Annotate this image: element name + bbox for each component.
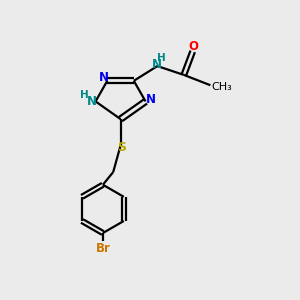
- Text: H: H: [157, 53, 165, 63]
- Text: O: O: [188, 40, 198, 52]
- Text: N: N: [99, 71, 110, 84]
- Text: H: H: [80, 90, 89, 100]
- Text: Br: Br: [95, 242, 110, 255]
- Text: N: N: [146, 93, 156, 106]
- Text: CH₃: CH₃: [211, 82, 232, 92]
- Text: N: N: [87, 95, 97, 108]
- Text: S: S: [118, 141, 127, 154]
- Text: N: N: [152, 58, 162, 71]
